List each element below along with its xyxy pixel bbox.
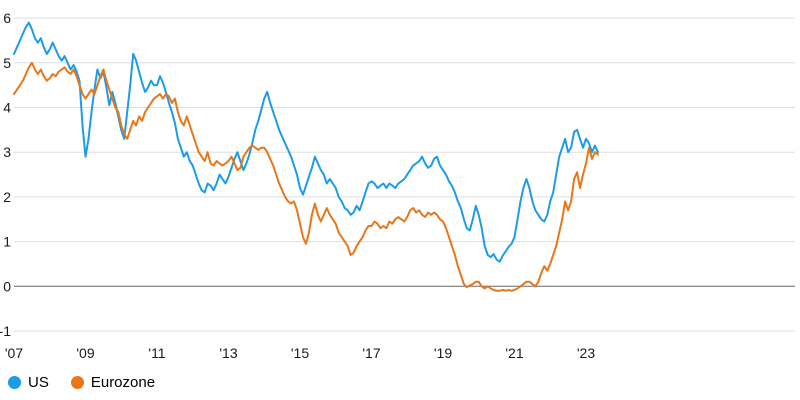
eurozone-line xyxy=(13,61,599,292)
legend-swatch-eurozone xyxy=(70,375,84,389)
x-axis-tick-label: '11 xyxy=(148,345,165,361)
y-axis-tick-label: 4 xyxy=(3,100,11,116)
x-axis-tick-label: '23 xyxy=(577,345,595,361)
legend-label-eurozone: Eurozone xyxy=(90,373,156,391)
x-axis-tick-label: '09 xyxy=(76,345,94,361)
y-axis-tick-label: 3 xyxy=(3,144,11,160)
legend-swatch-us xyxy=(8,375,21,389)
y-axis-tick-label: -1 xyxy=(0,323,11,339)
chart-legend: US Eurozone xyxy=(8,370,155,394)
x-axis-tick-label: '07 xyxy=(5,345,23,361)
x-axis-tick-label: '13 xyxy=(219,345,237,361)
us-line xyxy=(13,21,599,263)
y-axis-tick-label: 1 xyxy=(3,234,11,250)
x-axis-tick-label: '15 xyxy=(291,345,309,361)
legend-item-us: US xyxy=(8,374,49,391)
y-axis-tick-label: 2 xyxy=(3,189,11,205)
x-axis-tick-label: '17 xyxy=(362,345,380,361)
x-axis-tick-label: '19 xyxy=(434,345,452,361)
legend-item-eurozone: Eurozone xyxy=(70,373,156,391)
x-axis-tick-label: '21 xyxy=(505,345,523,361)
y-axis-tick-label: 0 xyxy=(3,278,11,294)
line-chart: 6 5 4 3 2 1 0 -1 '07 '09 '11 '13 '15 '17 '19 '21 '23 xyxy=(0,10,795,361)
legend-label-us: US xyxy=(28,373,49,391)
y-axis-tick-label: 6 xyxy=(3,10,11,26)
y-axis-tick-label: 5 xyxy=(3,55,11,71)
